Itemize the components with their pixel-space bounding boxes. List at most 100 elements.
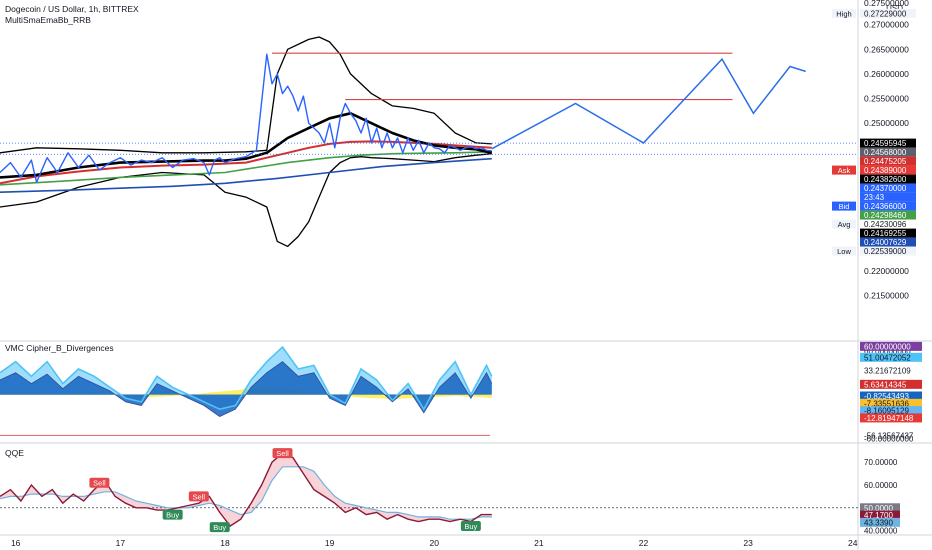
time-tick-label: 17 (116, 538, 126, 548)
qqe-tick-label: 70.00000 (864, 458, 898, 467)
qqe-axis-label-bg (860, 503, 900, 513)
vmc-axis-label-bg (860, 379, 922, 389)
price-axis-tag: High (836, 9, 851, 18)
qqe-signal-label: Sell (93, 479, 106, 488)
time-tick-label: 22 (639, 538, 649, 548)
price-axis-label-value: 0.24169255 (864, 229, 907, 238)
vmc-axis-label: 60.00000000 (860, 341, 922, 351)
price-axis-label: 0.24007629 (860, 237, 916, 247)
price-tick-label: 0.22000000 (864, 266, 909, 276)
vmc-axis-label-bg (860, 341, 922, 351)
vmc-axis-label: 5.63414345 (860, 379, 922, 389)
vmc-axis-label-value: 60.00000000 (864, 342, 911, 351)
price-axis-label-value: 0.24007629 (864, 238, 907, 247)
price-axis-label: 0.24382600 (860, 174, 916, 184)
price-axis-label-bg (860, 174, 916, 184)
price-axis-label-bg (860, 210, 916, 220)
price-axis-label-value: 23:43 (864, 193, 885, 202)
price-tick-label: 0.21500000 (864, 291, 909, 301)
qqe-tick-label: 60.00000 (864, 481, 898, 490)
price-axis-tag-bg (832, 165, 856, 175)
qqe-signal-bg (272, 448, 293, 459)
symbol-title: Dogecoin / US Dollar, 1h, BITTREX (5, 4, 139, 14)
price-axis-label: 0.24475205 (860, 156, 916, 166)
price-axis-label: 0.27229000 High (832, 8, 916, 18)
axis-unit-label: USD (886, 4, 903, 13)
vmc-axis-label-value: -0.82543493 (864, 392, 909, 401)
price-tick-label: 0.25000000 (864, 118, 909, 128)
qqe-axis-label: 47.1700 (860, 510, 900, 520)
price-axis-label-bg (860, 192, 916, 202)
price-tick-label: 0.26000000 (864, 69, 909, 79)
qqe-axis-label-value: 50.0000 (864, 504, 893, 513)
qqe-title: QQE (5, 448, 24, 458)
price-axis-label-value: 0.24230096 (864, 220, 907, 229)
vmc-axis-label-value: 5.63414345 (864, 380, 907, 389)
vmc-wave-light-line (0, 345, 493, 411)
price-axis-label-bg (860, 147, 916, 157)
vmc-axis-label-value: -8.16095129 (864, 407, 909, 416)
price-axis-label: 0.22539000 Low (832, 246, 916, 256)
qqe-signal-label: Sell (276, 449, 289, 458)
qqe-signal-label: Buy (213, 523, 226, 532)
price-axis-label-value: 0.24366000 (864, 202, 907, 211)
price-axis-label-value: 0.24475205 (864, 157, 907, 166)
price-tick-label: 0.26500000 (864, 44, 909, 54)
vmc-wave-dark-line (0, 361, 493, 417)
price-axis-label: 0.24595945 (860, 138, 916, 148)
qqe-signal-bg (89, 477, 110, 488)
qqe-signal-label: Buy (464, 522, 477, 531)
indicator-title: MultiSmaEmaBb_RRB (5, 15, 91, 25)
qqe-signal-bg (188, 491, 209, 502)
price-axis-label: 0.24389000 Ask (832, 165, 916, 175)
time-tick-label: 23 (743, 538, 753, 548)
vmc-axis-label-bg (860, 413, 922, 423)
price-axis-label-bg (860, 246, 916, 256)
price-axis-label: 0.24366000 Bid (832, 201, 916, 211)
price-axis-label-value: 0.24370000 (864, 184, 907, 193)
qqe-signal-buy: Buy (460, 521, 481, 532)
vmc-axis-label: -12.81947148 (860, 413, 922, 423)
qqe-signal-label: Buy (166, 511, 179, 520)
price-axis-label-value: 0.22539000 (864, 247, 907, 256)
price-axis-area[interactable]: 0.27000000 0.26500000 0.26000000 0.25500000… (11, 0, 922, 548)
vmc-wave-dark-area (0, 361, 492, 417)
price-axis-tag: Ask (838, 166, 851, 175)
price-axis-label-bg (860, 219, 916, 229)
vmc-axis-label-value: -12.81947148 (864, 414, 914, 423)
vmc-title: VMC Cipher_B_Divergences (5, 343, 114, 353)
qqe-tick-label: 40.00000 (864, 527, 898, 536)
price-axis-label-bg (860, 165, 916, 175)
price-axis-label-bg (860, 228, 916, 238)
price-axis-label-value: 0.24382600 (864, 175, 907, 184)
price-axis-tag: Bid (839, 202, 850, 211)
price-axis-tag: Avg (838, 220, 851, 229)
vmc-tick-label: 33.21672109 (864, 366, 911, 375)
qqe-axis-label-bg (860, 510, 900, 520)
vmc-axis-label-bg (860, 352, 922, 362)
price-axis-label-value: 0.24389000 (864, 166, 907, 175)
price-axis-tag-bg (832, 246, 856, 256)
qqe-signal-line (0, 466, 492, 520)
series-price (0, 53, 492, 183)
price-axis-label: 0.24169255 (860, 228, 916, 238)
price-axis-label: 0.24230096 Avg (832, 219, 916, 229)
price-axis-tag-bg (832, 201, 856, 211)
qqe-signal-buy: Buy (162, 509, 183, 520)
qqe-signal-sell: Sell (272, 448, 293, 459)
vmc-tick-label: -56.13567437 (864, 432, 914, 441)
price-tick-label: 0.25500000 (864, 94, 909, 104)
price-tick-label-top: 0.27500000 (864, 0, 909, 8)
price-axis-label-bg (860, 201, 916, 211)
time-tick-label: 16 (11, 538, 21, 548)
vmc-axis-label-bg (860, 406, 922, 416)
vmc-axis-label: -0.82543493 (860, 391, 922, 401)
vmc-axis-label-bg (860, 391, 922, 401)
qqe-axis-label: 43.3390 (860, 517, 900, 527)
qqe-signal-label: Sell (193, 492, 206, 501)
price-axis-tag: Low (837, 247, 851, 256)
price-axis-tag-bg (832, 219, 856, 229)
